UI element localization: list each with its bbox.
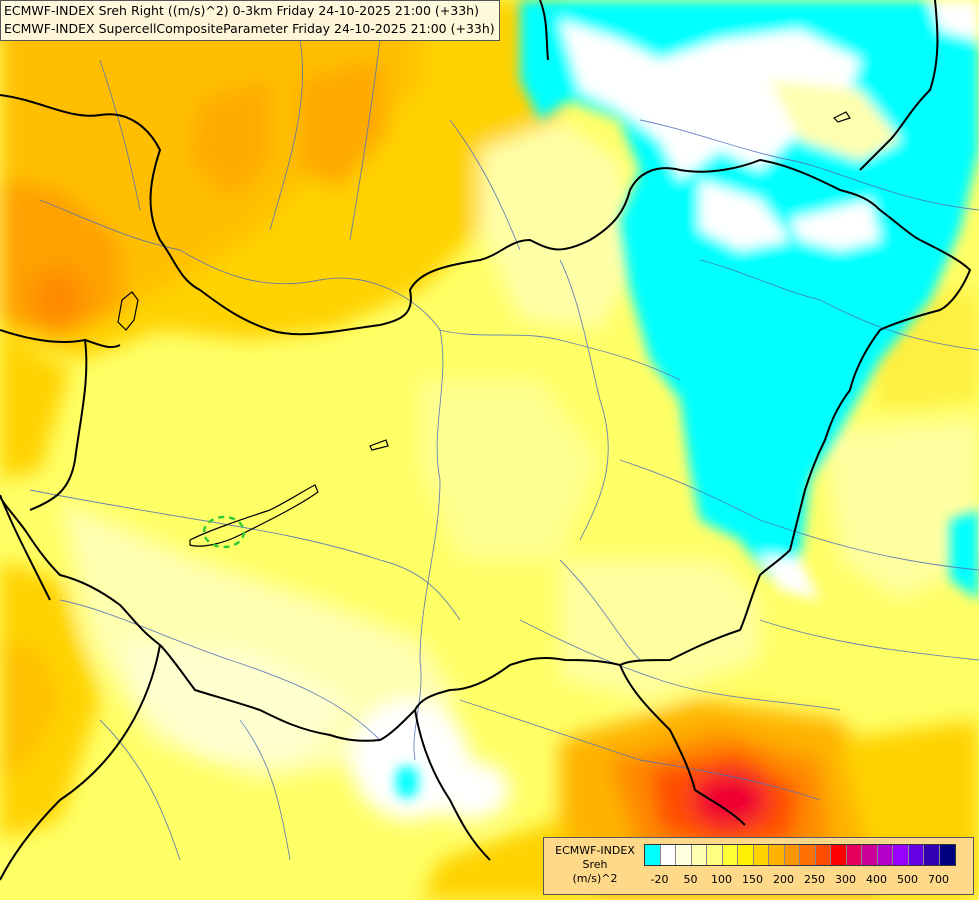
legend-swatch	[831, 845, 847, 865]
legend-swatch	[738, 845, 754, 865]
legend-title-line-2: Sreh	[582, 858, 608, 871]
map-title: ECMWF-INDEX Sreh Right ((m/s)^2) 0-3km F…	[0, 0, 500, 41]
title-line-1: ECMWF-INDEX Sreh Right ((m/s)^2) 0-3km F…	[4, 3, 479, 18]
legend-ticks: -20 50 100 150 200 250 300 400 500 700	[644, 873, 974, 889]
legend-swatch	[862, 845, 878, 865]
legend-swatch	[691, 845, 707, 865]
legend-tick-label: 700	[928, 873, 949, 886]
legend-swatch	[769, 845, 785, 865]
color-legend: ECMWF-INDEX Sreh (m/s)^2 -20 50 100 150 200 2…	[543, 837, 974, 895]
legend-tick-label: 400	[866, 873, 887, 886]
legend-swatch	[784, 845, 800, 865]
legend-swatch	[939, 845, 955, 865]
legend-swatch	[660, 845, 676, 865]
legend-title-line-3: (m/s)^2	[572, 872, 618, 885]
legend-swatch	[893, 845, 909, 865]
title-line-2: ECMWF-INDEX SupercellCompositeParameter …	[4, 21, 495, 36]
legend-tick-label: 250	[804, 873, 825, 886]
legend-tick-label: 200	[773, 873, 794, 886]
lake-balaton	[189, 484, 319, 547]
legend-tick-label: 300	[835, 873, 856, 886]
legend-swatch	[800, 845, 816, 865]
lake-neusiedl	[117, 291, 139, 331]
legend-swatch	[645, 845, 661, 865]
legend-swatch	[753, 845, 769, 865]
legend-swatch	[676, 845, 692, 865]
legend-swatch	[707, 845, 723, 865]
legend-tick-label: 150	[742, 873, 763, 886]
cyan-region	[396, 0, 979, 798]
supercell-contour	[202, 515, 246, 549]
legend-swatch	[846, 845, 862, 865]
legend-swatch	[815, 845, 831, 865]
country-borders	[0, 0, 971, 881]
legend-swatches	[644, 844, 956, 866]
legend-tick-label: 50	[683, 873, 698, 886]
legend-tick-label: 100	[711, 873, 732, 886]
rivers	[29, 39, 979, 861]
legend-tick-label: 500	[897, 873, 918, 886]
legend-title: ECMWF-INDEX Sreh (m/s)^2	[548, 844, 642, 886]
legend-tick-label: -20	[650, 873, 669, 886]
legend-swatch	[908, 845, 924, 865]
legend-swatch	[924, 845, 940, 865]
legend-swatch	[722, 845, 738, 865]
legend-title-line-1: ECMWF-INDEX	[555, 844, 635, 857]
lake-north-east	[832, 111, 851, 123]
lake-small	[369, 439, 389, 451]
legend-swatch	[877, 845, 893, 865]
